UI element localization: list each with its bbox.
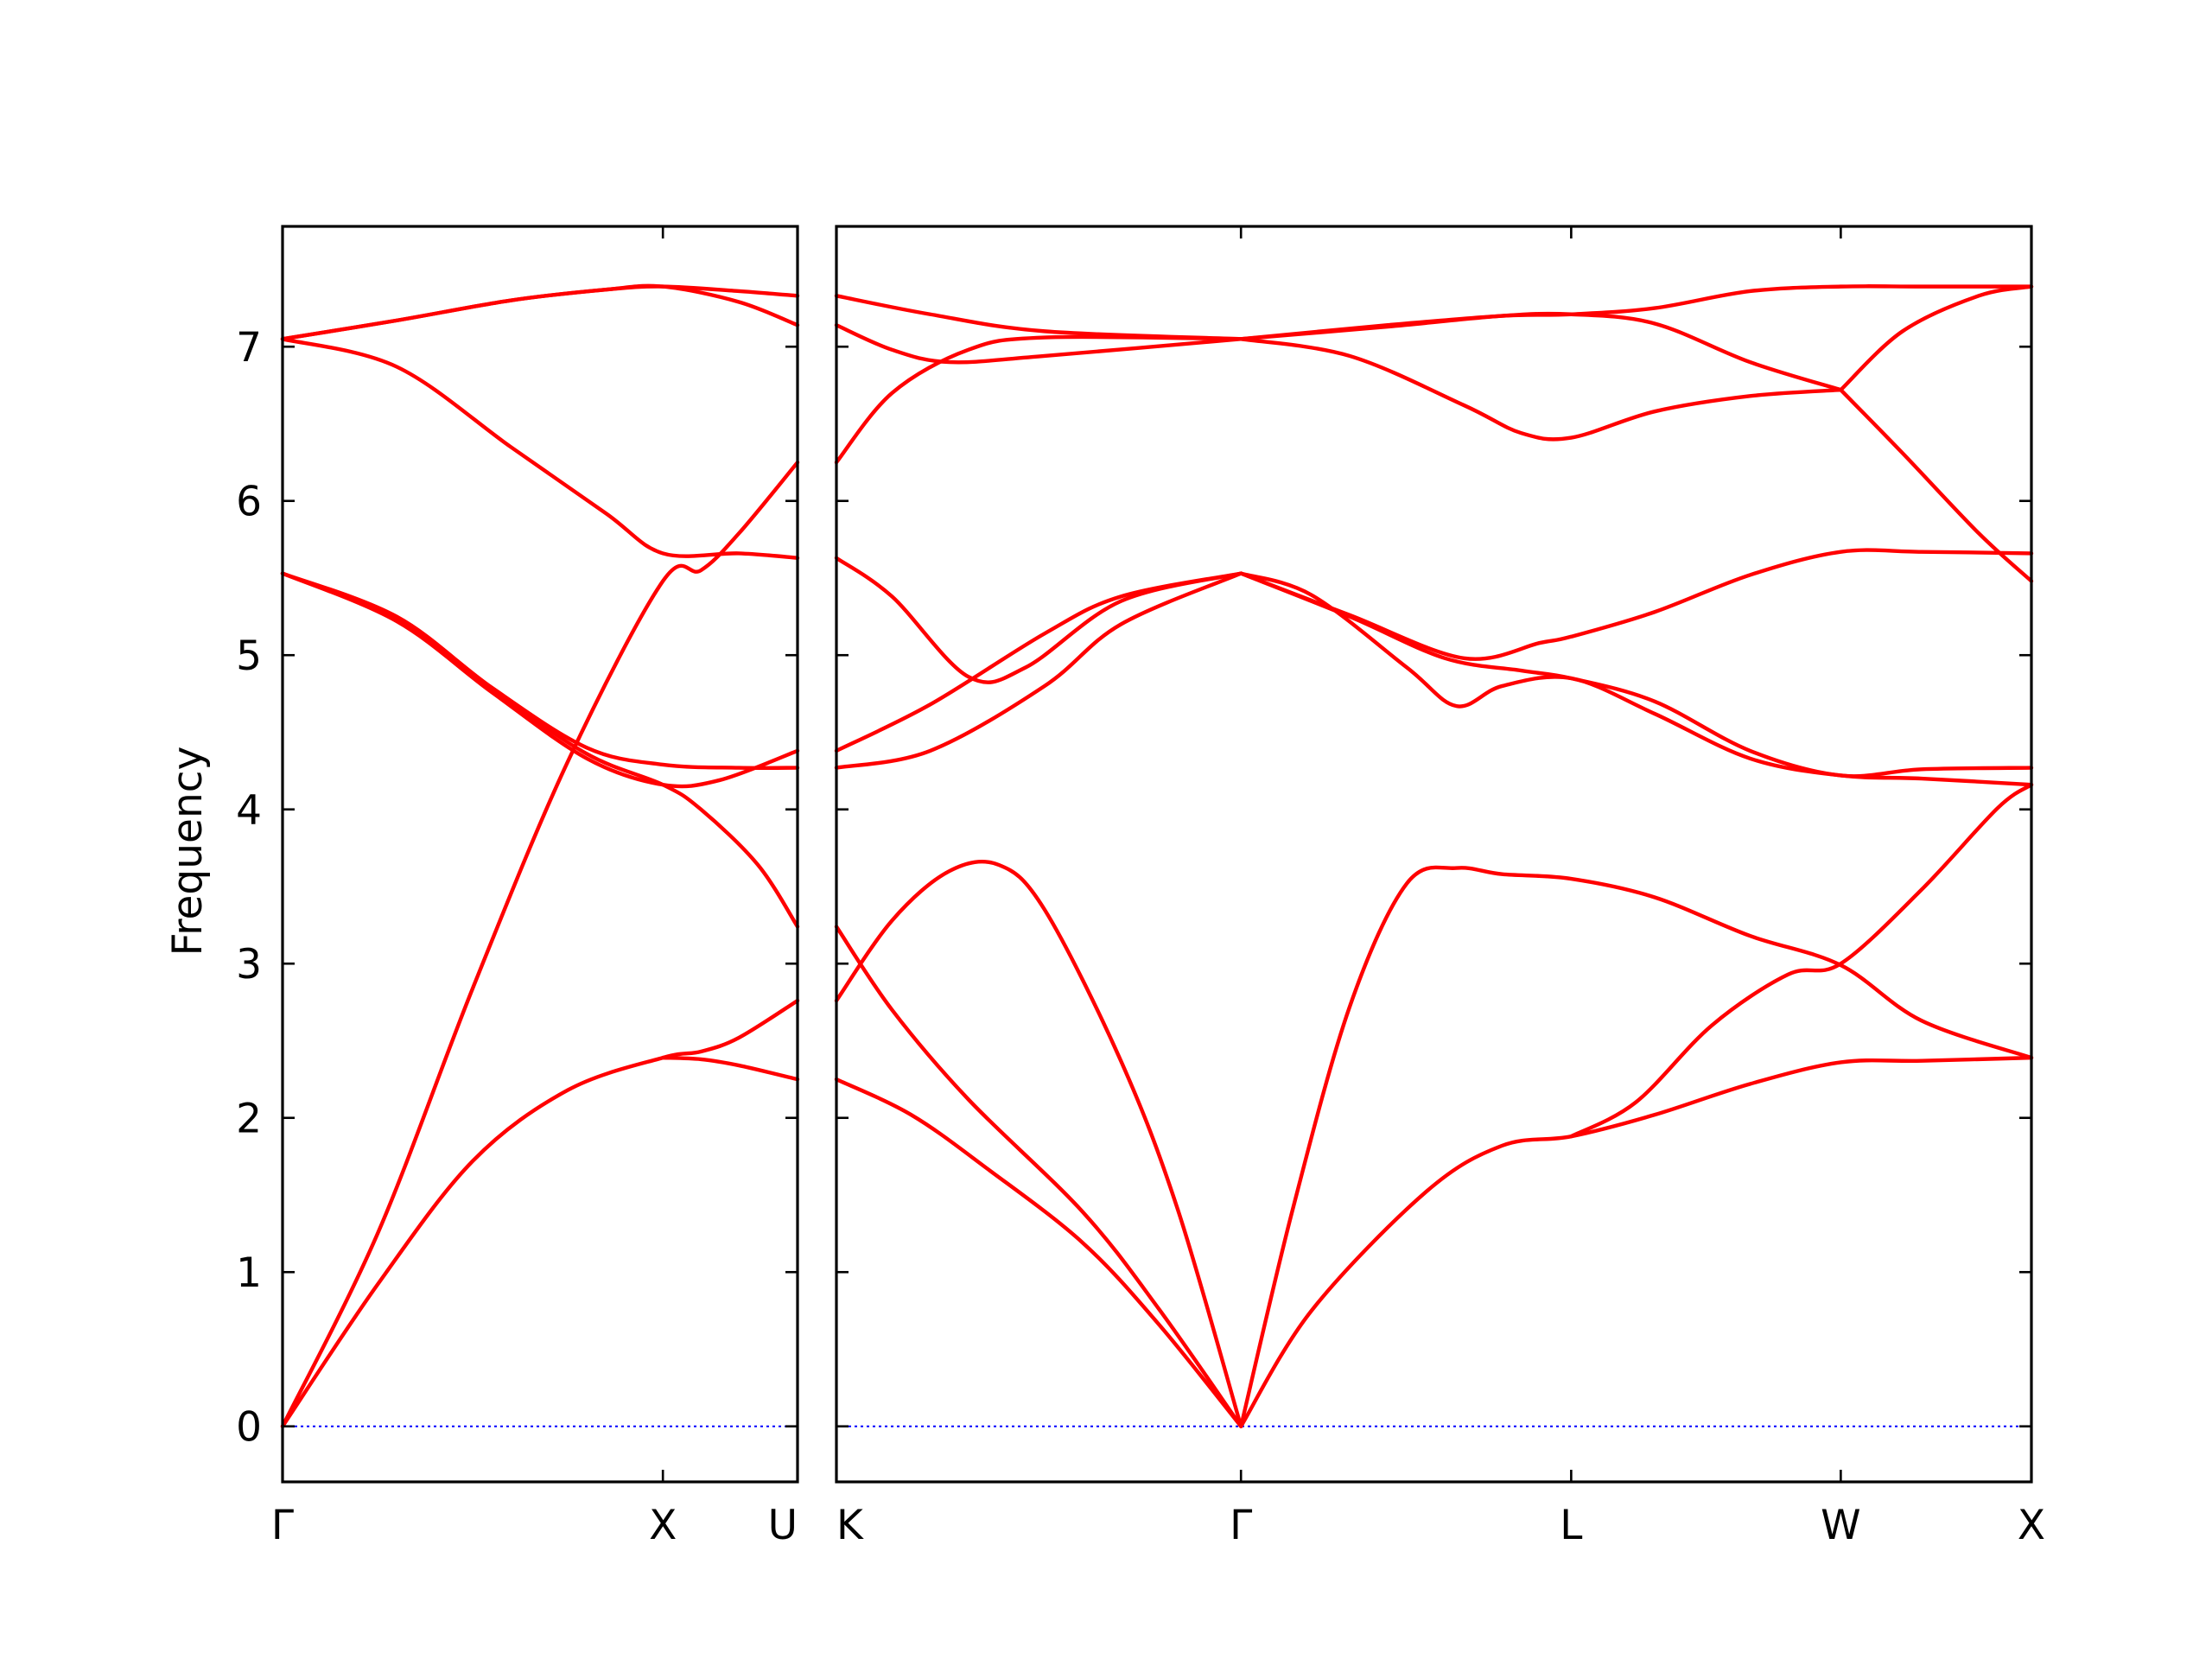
y-tick-label: 1 <box>236 1249 262 1297</box>
phonon-band-right-3 <box>834 859 1243 1428</box>
phonon-band-right-1 <box>834 1077 1243 1428</box>
phonon-band-left-2 <box>280 998 800 1428</box>
y-tick-label: 6 <box>236 479 262 526</box>
phonon-band-right-4 <box>1239 1055 2034 1428</box>
phonon-band-left-3 <box>280 337 800 560</box>
y-tick-label: 0 <box>236 1404 262 1452</box>
phonon-band-right-8 <box>834 571 1243 753</box>
y-tick-label: 3 <box>236 941 262 988</box>
x-tick-label-U: U <box>768 1502 798 1549</box>
left-panel: 0 1 2 3 4 5 6 7 Γ X U <box>236 225 800 1549</box>
phonon-band-left-7 <box>280 284 800 341</box>
phonon-band-right-5 <box>1239 865 2034 1428</box>
phonon-band-right-12 <box>1239 548 2034 661</box>
phonon-band-left-5 <box>280 571 800 789</box>
x-tick-label-X: X <box>649 1502 677 1549</box>
phonon-band-right-15 <box>834 294 1243 341</box>
plot-frame-right <box>835 225 2033 1484</box>
x-tick-label-K: K <box>836 1502 864 1549</box>
y-tick-label: 7 <box>236 324 262 372</box>
plot-frame-left <box>281 225 799 1484</box>
phonon-band-right-19 <box>1839 284 2034 392</box>
phonon-band-right-10 <box>1239 571 2034 787</box>
y-tick-label: 5 <box>236 632 262 680</box>
x-tick-label-Γ: Γ <box>271 1502 294 1549</box>
x-tick-label-W: W <box>1821 1502 1860 1549</box>
phonon-band-right-11 <box>1239 571 2034 779</box>
phonon-band-right-2 <box>834 925 1243 1428</box>
phonon-band-right-9 <box>834 571 1243 770</box>
phonon-band-right-6 <box>1569 782 2034 1139</box>
phonon-band-right-14 <box>834 323 1243 365</box>
x-tick-label-L: L <box>1560 1502 1582 1549</box>
phonon-band-left-1 <box>280 460 800 1428</box>
y-tick-label: 4 <box>236 787 262 835</box>
phonon-band-right-7 <box>834 556 1243 684</box>
phonon-band-right-16 <box>1239 337 1843 442</box>
x-tick-label-Γ: Γ <box>1230 1502 1252 1549</box>
phonon-band-left-8 <box>280 283 800 341</box>
x-tick-label-X: X <box>2018 1502 2045 1549</box>
phonon-band-right-18 <box>1239 284 2034 341</box>
phonon-band-left-9 <box>660 1055 800 1082</box>
phonon-band-right-20 <box>1839 388 2034 583</box>
phonon-band-left-6 <box>280 571 800 929</box>
y-axis-label: Frequency <box>164 747 212 957</box>
y-tick-label: 2 <box>236 1096 262 1143</box>
